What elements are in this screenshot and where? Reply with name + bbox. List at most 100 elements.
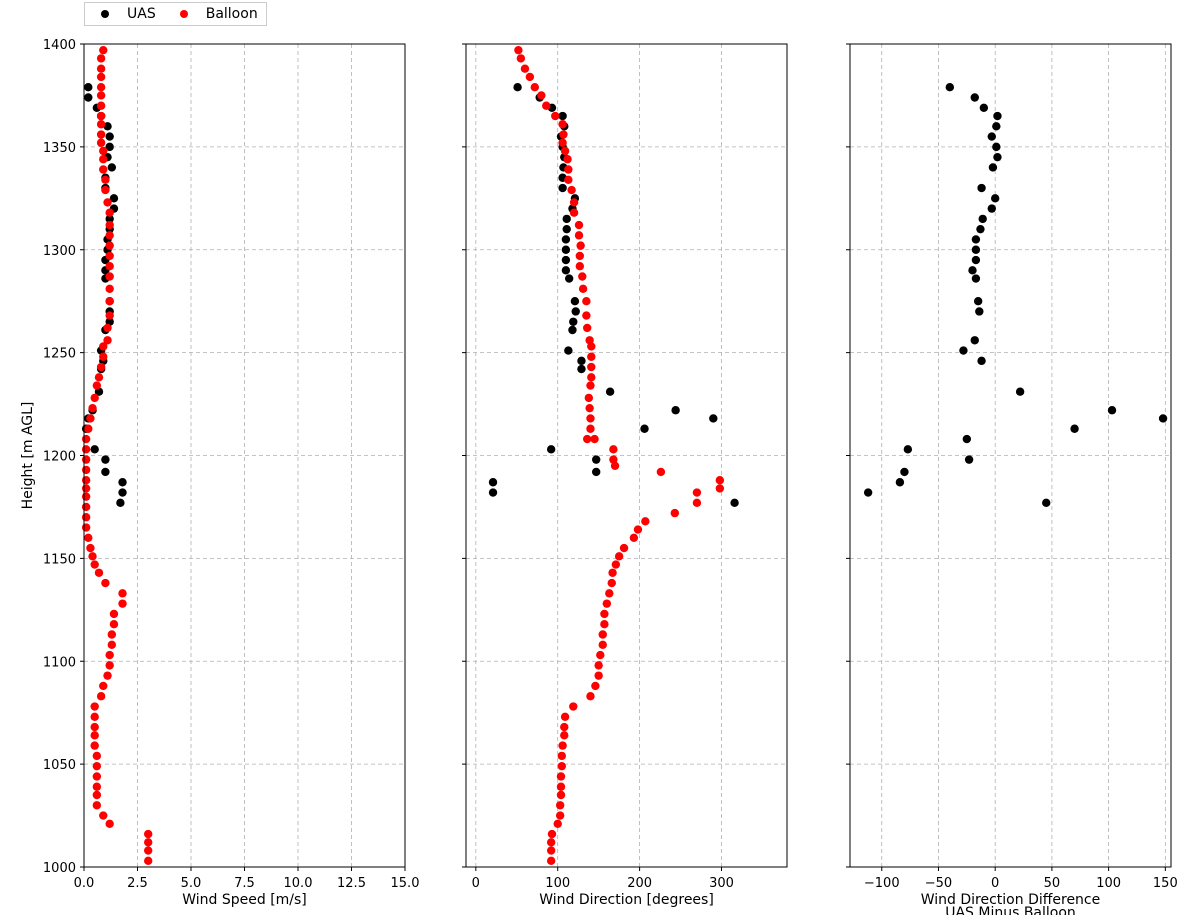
uas-point xyxy=(988,163,998,172)
x-tick-label: 0 xyxy=(472,876,480,891)
balloon-point xyxy=(96,120,106,129)
balloon-point xyxy=(92,761,102,771)
balloon-point xyxy=(557,761,567,771)
uas-point xyxy=(488,488,498,497)
uas-point xyxy=(107,163,117,172)
uas-point xyxy=(992,142,1001,152)
uas-point xyxy=(118,488,127,497)
balloon-point xyxy=(578,284,588,294)
uas-point xyxy=(971,245,981,254)
balloon-point xyxy=(600,620,609,629)
balloon-point xyxy=(92,751,102,761)
uas-point xyxy=(116,498,125,508)
balloon-point xyxy=(96,72,106,82)
x-tick-label: 0.0 xyxy=(74,876,95,891)
balloon-point xyxy=(144,829,153,839)
uas-point xyxy=(105,214,114,224)
uas-point xyxy=(605,387,615,396)
x-tick-label: 2.5 xyxy=(127,876,148,891)
balloon-point xyxy=(103,323,112,333)
balloon-point xyxy=(611,560,621,569)
balloon-point xyxy=(633,525,643,534)
legend-item-balloon: Balloon xyxy=(170,6,258,22)
uas-point xyxy=(1070,424,1079,433)
uas-point xyxy=(571,307,580,316)
uas-point xyxy=(730,498,739,508)
y-tick-label: 1350 xyxy=(43,141,76,156)
balloon-point xyxy=(715,475,725,485)
uas-marker-icon xyxy=(101,10,109,18)
balloon-point xyxy=(96,64,106,73)
uas-point xyxy=(900,467,909,477)
balloon-point xyxy=(590,434,599,444)
uas-point xyxy=(562,214,571,224)
balloon-point xyxy=(715,484,725,493)
balloon-point xyxy=(546,846,556,855)
balloon-point xyxy=(81,445,91,454)
balloon-point xyxy=(598,640,607,649)
balloon-point xyxy=(602,599,612,608)
balloon-point xyxy=(107,640,117,649)
balloon-point xyxy=(96,130,106,139)
balloon-point xyxy=(578,272,587,281)
balloon-point xyxy=(587,352,596,361)
panel-direction-difference: −100 −50 0 50 100 150 Wind Direction Differen… xyxy=(846,43,1178,915)
uas-point xyxy=(84,93,93,102)
balloon-point xyxy=(656,467,666,477)
uas-point xyxy=(970,336,979,345)
balloon-point xyxy=(576,241,585,250)
x-axis-label-line2: UAS Minus Balloon xyxy=(945,905,1076,915)
uas-point xyxy=(968,266,977,275)
legend: UAS Balloon xyxy=(84,2,267,26)
balloon-point xyxy=(608,568,617,577)
balloon-point xyxy=(144,846,153,855)
balloon-point xyxy=(520,64,530,73)
uas-point xyxy=(959,346,968,355)
x-tick-label: 100 xyxy=(545,876,570,891)
uas-point xyxy=(671,406,680,415)
uas-point xyxy=(569,317,578,326)
balloon-point xyxy=(105,231,114,240)
balloon-point xyxy=(564,165,573,174)
y-tick-label: 1100 xyxy=(43,655,76,670)
x-tick-label: 300 xyxy=(709,876,734,891)
balloon-point xyxy=(641,517,650,526)
balloon-point xyxy=(103,671,112,680)
balloon-point xyxy=(607,578,616,588)
balloon-point xyxy=(90,393,99,403)
balloon-point xyxy=(556,772,566,781)
uas-point xyxy=(561,255,571,265)
balloon-point xyxy=(605,589,614,598)
balloon-point xyxy=(90,702,99,711)
x-tick-label: 200 xyxy=(627,876,652,891)
balloon-point xyxy=(109,620,119,629)
balloon-point xyxy=(88,552,97,561)
legend-label-balloon: Balloon xyxy=(205,6,258,22)
balloon-point xyxy=(587,342,596,351)
balloon-point xyxy=(556,790,566,800)
balloon-point xyxy=(525,72,535,82)
balloon-point xyxy=(105,650,114,660)
balloon-point xyxy=(569,198,579,207)
balloon-point xyxy=(556,782,566,791)
uas-point xyxy=(562,224,571,234)
balloon-point xyxy=(99,681,108,691)
balloon-point xyxy=(86,543,95,553)
balloon-point xyxy=(96,138,106,147)
balloon-point xyxy=(105,262,114,271)
balloon-point xyxy=(84,424,93,433)
uas-point xyxy=(971,274,981,283)
balloon-point xyxy=(558,120,567,129)
balloon-point xyxy=(90,741,99,750)
balloon-point xyxy=(582,323,592,333)
balloon-point xyxy=(559,130,568,139)
balloon-point xyxy=(92,772,102,781)
uas-point xyxy=(101,455,110,464)
uas-point xyxy=(101,467,110,477)
balloon-point xyxy=(555,801,565,810)
balloon-point xyxy=(600,609,609,619)
balloon-point xyxy=(81,465,91,475)
balloon-point xyxy=(582,434,592,444)
balloon-point xyxy=(92,782,102,791)
balloon-point xyxy=(96,362,106,372)
